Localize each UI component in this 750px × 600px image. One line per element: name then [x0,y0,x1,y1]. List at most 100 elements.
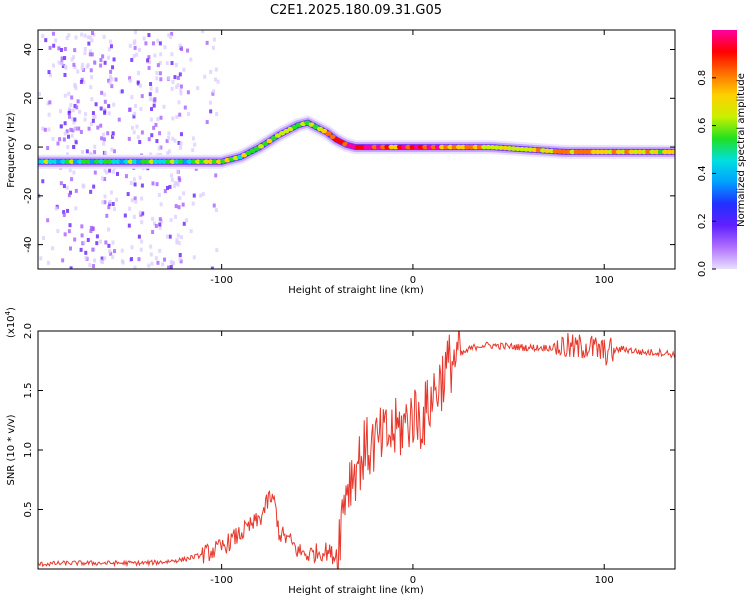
noise-speckle [208,100,212,105]
noise-speckle [147,65,151,70]
noise-speckle [176,169,180,174]
ridge-cell [169,159,176,164]
ridge-cell [426,144,433,150]
spectrogram-xlabel: Height of straight line (km) [288,285,424,296]
noise-speckle [90,38,94,43]
noise-speckle [63,64,67,69]
noise-speckle [133,39,137,44]
noise-speckle [153,98,157,103]
noise-speckle [154,223,158,228]
ridge-cell [262,141,269,146]
noise-speckle [68,190,72,195]
noise-speckle [186,90,190,95]
noise-speckle [135,124,139,129]
ridge-cell [371,144,378,150]
snr-series [38,331,675,569]
ridge-cell [645,149,652,155]
noise-speckle [201,192,205,197]
noise-speckle [174,62,178,67]
ridge-cell [636,149,643,155]
noise-speckle [47,112,51,117]
noise-speckle [74,140,78,145]
noise-speckle [72,55,76,60]
ridge-cell [51,159,58,164]
noise-speckle [170,173,174,178]
ridge-cell [203,159,210,164]
noise-speckle [73,65,77,70]
noise-speckle [130,198,134,203]
noise-speckle [86,237,90,242]
noise-speckle [39,256,43,261]
noise-speckle [93,60,97,65]
ridge-cell [434,144,441,150]
y-tick-label: 1.5 [23,383,34,399]
noise-speckle [132,54,136,59]
noise-speckle [170,177,174,182]
ridge-cell [325,131,332,136]
noise-speckle [81,150,85,155]
noise-speckle [89,225,93,230]
noise-speckle [100,256,104,261]
noise-speckle [61,63,65,68]
noise-speckle [179,259,183,264]
noise-speckle [158,217,162,222]
y-tick-label: 20 [23,92,34,105]
noise-speckle [136,135,140,140]
noise-speckle [170,86,174,91]
noise-speckle [110,77,114,82]
noise-speckle [165,234,169,239]
noise-speckle [99,259,103,264]
ridge-cell [77,159,84,164]
noise-speckle [57,60,61,65]
noise-speckle [73,48,77,53]
noise-speckle [100,90,104,95]
noise-speckle [155,139,159,144]
noise-speckle [71,116,75,121]
noise-speckle [182,191,186,196]
noise-speckle [111,131,115,136]
noise-speckle [214,208,218,213]
ridge-cell [190,159,197,164]
ridge-cell [253,146,260,151]
x-tick-label: 0 [410,275,416,286]
noise-speckle [167,33,171,38]
noise-speckle [103,110,107,115]
noise-speckle [54,206,58,211]
noise-speckle [46,218,50,223]
noise-speckle [169,218,173,223]
noise-speckle [212,203,216,208]
noise-speckle [95,241,99,246]
noise-speckle [62,210,66,215]
noise-speckle [127,223,131,228]
ridge-cell [384,144,391,150]
noise-speckle [179,88,183,93]
noise-speckle [138,210,142,215]
noise-speckle [63,232,67,237]
ridge-cell [367,144,374,150]
noise-speckle [115,197,119,202]
noise-speckle [150,261,154,266]
noise-speckle [47,127,51,132]
noise-speckle [67,229,71,234]
ridge-cell [607,149,614,155]
noise-speckle [147,33,151,38]
noise-speckle [41,33,45,38]
noise-speckle [169,264,173,269]
noise-speckle [158,222,162,227]
noise-speckle [133,182,137,187]
spectrogram-panel: -100 0 100 40 20 0 -20 -40 Height of straight l… [6,29,676,296]
noise-speckle [182,221,186,226]
noise-speckle [74,206,78,211]
noise-speckle [79,79,83,84]
noise-speckle [179,235,183,240]
noise-speckle [148,60,152,65]
noise-speckle [89,152,93,157]
noise-speckle [169,35,173,40]
noise-speckle [63,93,67,98]
noise-speckle [132,114,136,119]
noise-speckle [91,31,95,36]
ridge-cell [123,159,130,164]
noise-speckle [170,31,174,36]
noise-speckle [99,239,103,244]
noise-speckle [48,100,52,105]
